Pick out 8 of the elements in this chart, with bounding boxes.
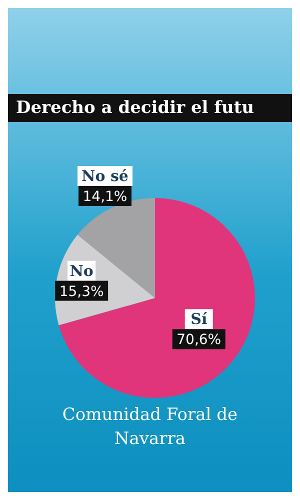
data-label: 70,6%: [176, 332, 222, 348]
slice-label: No sé: [82, 167, 128, 185]
slice-label: No: [70, 262, 94, 280]
data-label: 14,1%: [82, 189, 128, 205]
chart-title: Derecho a decidir el futu: [8, 94, 292, 122]
text: Comunidad Foral de Navarra: [61, 404, 239, 451]
slice-label: Sí: [190, 310, 208, 328]
data-label: 15,3%: [59, 284, 104, 300]
